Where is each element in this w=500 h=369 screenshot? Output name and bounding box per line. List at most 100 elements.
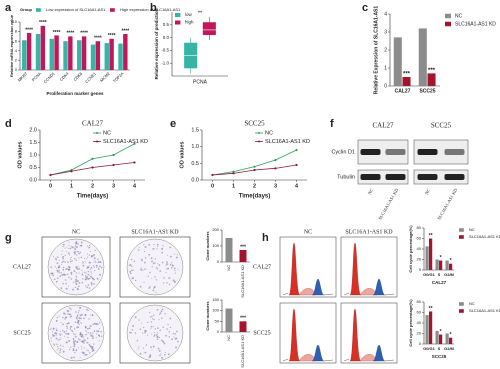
colony-dot (98, 273, 101, 276)
flow-outline (282, 358, 334, 362)
x-tick-label: 0 (211, 183, 214, 189)
colony-dot (62, 257, 64, 260)
bar (63, 41, 68, 70)
legend-title: Group (20, 7, 33, 12)
colony-dot (99, 261, 101, 263)
blot-band (360, 174, 381, 180)
colony-dot (150, 325, 153, 328)
colony-dot (168, 336, 171, 338)
colony-dot (55, 329, 57, 331)
column-label: SLC16A1-AS1 KD (345, 229, 393, 235)
colony-dot (168, 277, 171, 280)
chart-title: CAL27 (82, 120, 104, 128)
colony-dot (169, 317, 172, 320)
colony-dot (74, 247, 76, 249)
colony-dot (85, 276, 88, 278)
colony-dot (76, 251, 78, 253)
colony-dot (144, 268, 146, 271)
x-tick-label: 1 (232, 183, 235, 189)
significance: *** (428, 68, 436, 74)
colony-dot (170, 255, 172, 258)
colony-dot (129, 272, 132, 275)
colony-dot (168, 283, 171, 286)
line (50, 162, 135, 176)
flow-frame (279, 302, 337, 364)
colony-dot (77, 312, 79, 314)
colony-dot (62, 273, 65, 276)
colony-dot (51, 331, 53, 333)
colony-dot (153, 331, 155, 334)
colony-dot (77, 268, 79, 271)
x-tick-label: CDK6 (72, 70, 84, 82)
colony-dot (142, 269, 144, 271)
significance: * (450, 332, 452, 338)
colony-dot (96, 323, 99, 326)
panel-label: d (5, 118, 12, 130)
colony-dot (96, 265, 98, 267)
colony-dot (62, 243, 65, 246)
panel-label: c (362, 2, 368, 14)
colony-dot (86, 277, 89, 280)
y-tick-label: 0 (15, 67, 18, 72)
colony-dot (146, 321, 149, 324)
y-tick-label: 10 (13, 19, 18, 24)
colony-dot (62, 329, 64, 332)
marker (91, 157, 94, 160)
colony-dot (92, 349, 95, 352)
colony-dot (157, 347, 160, 350)
significance: ** (198, 11, 203, 17)
colony-dot (74, 335, 77, 338)
significance: **** (121, 28, 129, 34)
y-tick-label: 20 (417, 257, 422, 262)
colony-dot (169, 246, 172, 249)
blot-cell-label: CAL27 (373, 122, 395, 130)
colony-dot (161, 261, 164, 264)
blot-lane-label: SLC16A1-AS1 KD (377, 187, 399, 221)
colony-dot (150, 321, 153, 323)
colony-dot (71, 246, 74, 249)
colony-dot (95, 266, 98, 269)
bar (77, 40, 82, 70)
colony-dot (141, 260, 143, 262)
y-tick-label: 0.5 (163, 22, 170, 27)
colony-dot (83, 257, 86, 259)
colony-dot (175, 346, 177, 349)
colony-dot (142, 347, 145, 349)
colony-dot (89, 352, 91, 354)
colony-dot (161, 251, 164, 254)
colony-dot (167, 323, 169, 326)
colony-dot (86, 327, 89, 330)
significance: **** (53, 30, 61, 36)
colony-dot (161, 247, 164, 250)
colony-dot (81, 335, 83, 338)
row-label: CAL27 (253, 264, 271, 270)
colony-dot (86, 258, 88, 260)
marker (211, 173, 214, 177)
colony-dot (77, 280, 79, 282)
y-axis-label: OD values (179, 142, 185, 169)
colony-dot (87, 270, 90, 273)
colony-dot (88, 265, 90, 267)
colony-dot (51, 272, 54, 274)
colony-dot (139, 285, 142, 288)
bar (95, 41, 101, 70)
colony-dot (151, 315, 153, 318)
colony-dot (64, 261, 66, 263)
colony-dot (162, 340, 164, 343)
legend-swatch (459, 228, 464, 232)
x-tick-label: CDK4 (59, 70, 71, 82)
colony-dot (166, 328, 168, 330)
y-tick-label: 4 (15, 48, 18, 53)
colony-dot (90, 346, 93, 348)
colony-dot (158, 264, 161, 266)
colony-dot (61, 263, 63, 265)
colony-dot (65, 325, 68, 328)
colony-dot (67, 333, 70, 335)
colony-dot (153, 286, 156, 289)
colony-dot (73, 345, 76, 348)
bar (418, 28, 427, 86)
flow-outline (343, 292, 395, 296)
colony-dot (59, 330, 61, 332)
flow-frame (279, 236, 337, 298)
colony-dot (174, 272, 176, 274)
